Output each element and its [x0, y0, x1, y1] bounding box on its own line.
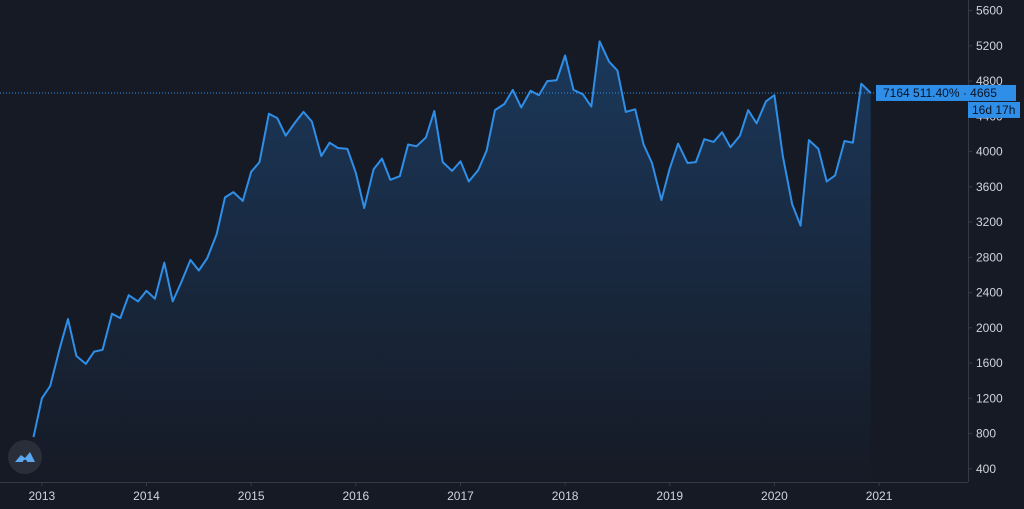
x-tick-label: 2014	[133, 489, 160, 503]
x-tick-label: 2019	[656, 489, 683, 503]
logo[interactable]	[8, 440, 42, 474]
series-line[interactable]	[32, 40, 872, 438]
series-area	[33, 41, 871, 483]
y-tick-label: 800	[976, 427, 996, 441]
y-axis[interactable]: 4008001200160020002400280032003600400044…	[968, 4, 1003, 476]
y-tick-label: 400	[976, 462, 996, 476]
x-tick-label: 2015	[238, 489, 265, 503]
x-tick-label: 2013	[29, 489, 56, 503]
y-tick-label: 2400	[976, 286, 1003, 300]
y-tick-label: 3600	[976, 180, 1003, 194]
countdown-badge: 16d 17h	[968, 101, 1020, 118]
y-tick-label: 2000	[976, 321, 1003, 335]
y-tick-label: 2800	[976, 250, 1003, 264]
y-tick-label: 5200	[976, 39, 1003, 53]
y-tick-label: 4000	[976, 145, 1003, 159]
last-price-label: 7164 511.40% · 4665	[883, 86, 997, 100]
last-price-badge: 7164 511.40% · 4665	[876, 84, 1016, 101]
y-tick-label: 1200	[976, 391, 1003, 405]
y-tick-label: 1600	[976, 356, 1003, 370]
y-tick-label: 5600	[976, 4, 1003, 18]
x-axis[interactable]: 2013 2014 2015 2016 2017 2018 2019 2020 2021	[29, 482, 893, 503]
x-tick-label: 2018	[552, 489, 579, 503]
x-tick-label: 2021	[866, 489, 893, 503]
y-tick-label: 4800	[976, 74, 1003, 88]
x-tick-label: 2016	[342, 489, 369, 503]
y-tick-label: 3200	[976, 215, 1003, 229]
countdown-label: 16d 17h	[972, 103, 1015, 117]
x-tick-label: 2020	[761, 489, 788, 503]
x-tick-label: 2017	[447, 489, 474, 503]
tradingview-logo-icon	[15, 452, 35, 465]
